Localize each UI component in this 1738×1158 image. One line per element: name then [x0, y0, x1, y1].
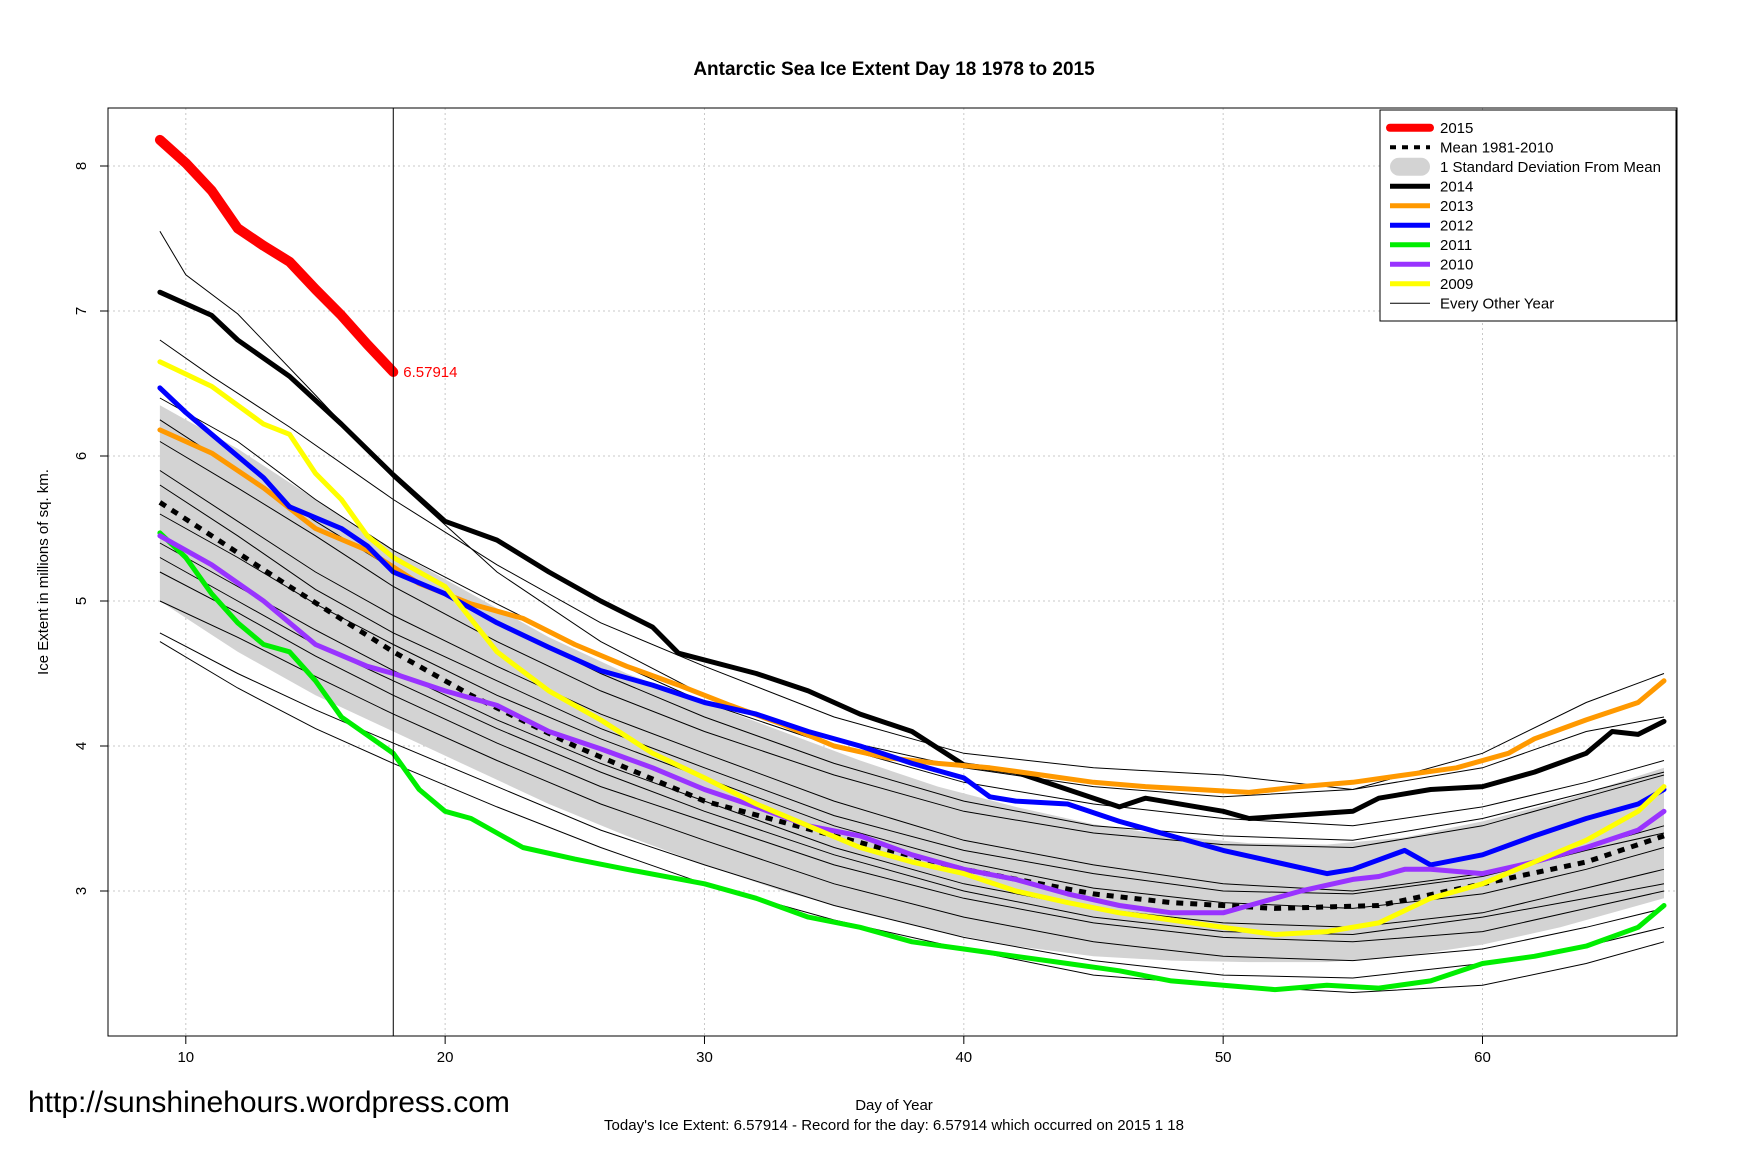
y-tick-label: 8 [73, 162, 90, 170]
x-tick-label: 30 [696, 1049, 713, 1066]
y-tick-label: 4 [73, 742, 90, 750]
legend-label: 2009 [1440, 276, 1473, 293]
std-dev-band [159, 405, 1664, 963]
legend-label: 1 Standard Deviation From Mean [1440, 159, 1661, 176]
legend-label: 2012 [1440, 217, 1473, 234]
mean-1981-2010-line [158, 500, 1665, 911]
x-tick-label: 20 [437, 1049, 454, 1066]
y-tick-label: 7 [73, 307, 90, 315]
other-year-line [159, 441, 1665, 849]
other-year-line [159, 339, 1665, 791]
x-axis: 10 20 30 40 50 60 [177, 1036, 1491, 1066]
series-lines [154, 134, 1667, 993]
series-line-2012 [157, 385, 1667, 877]
legend-label: Mean 1981-2010 [1440, 139, 1553, 156]
std-dev-band-area [159, 405, 1664, 963]
watermark-url: http://sunshinehours.wordpress.com [28, 1086, 510, 1119]
other-year-line [159, 632, 1665, 979]
legend: 2015 Mean 1981-2010 1 Standard Deviation F… [1379, 109, 1677, 322]
x-tick-label: 10 [177, 1049, 194, 1066]
x-tick-label: 60 [1474, 1049, 1491, 1066]
legend-label: 2010 [1440, 256, 1473, 273]
other-year-line [159, 484, 1665, 895]
chart-title: Antarctic Sea Ice Extent Day 18 1978 to … [693, 59, 1095, 80]
y-tick-label: 3 [73, 887, 90, 895]
x-axis-label: Day of Year [855, 1097, 933, 1114]
legend-label: 2015 [1440, 120, 1473, 137]
series-line-2010 [157, 533, 1667, 916]
x-tick-label: 40 [955, 1049, 972, 1066]
y-axis-label: Ice Extent in millions of sq. km. [35, 469, 52, 675]
legend-label: 2013 [1440, 198, 1473, 215]
other-year-line [159, 470, 1665, 892]
legend-label: 2014 [1440, 178, 1473, 195]
footer-text: Today's Ice Extent: 6.57914 - Record for… [604, 1117, 1184, 1134]
x-tick-label: 50 [1215, 1049, 1232, 1066]
legend-swatch [1390, 157, 1430, 176]
legend-label: 2011 [1440, 237, 1472, 254]
plot-border [107, 107, 1678, 1037]
mean-line [158, 500, 1665, 911]
current-value-label: 6.57914 [403, 364, 457, 381]
other-year-line [159, 571, 1665, 943]
series-line-2015 [154, 134, 399, 377]
series-line-2014 [157, 289, 1667, 821]
series-line-2009 [157, 359, 1667, 937]
y-tick-label: 5 [73, 597, 90, 605]
y-tick-label: 6 [73, 452, 90, 460]
other-year-line [159, 600, 1665, 962]
other-year-line [159, 542, 1665, 928]
y-axis: 3 4 5 6 7 8 [73, 162, 108, 895]
series-line-2011 [157, 530, 1667, 993]
legend-label: Every Other Year [1440, 295, 1554, 312]
